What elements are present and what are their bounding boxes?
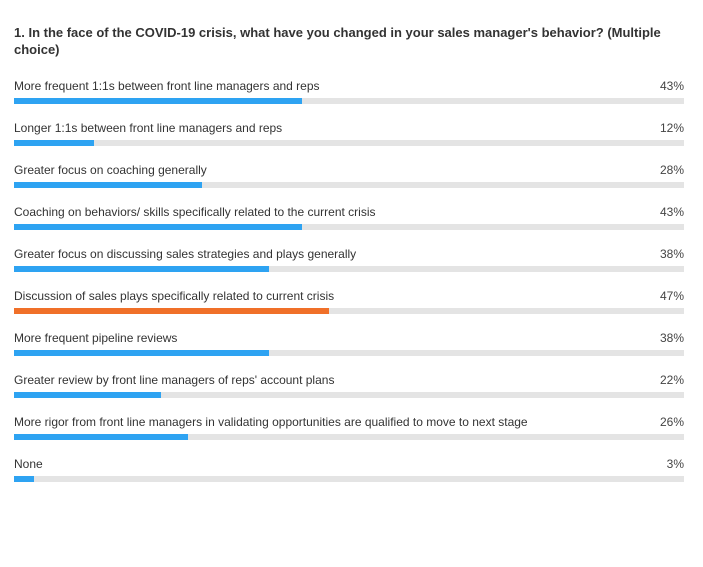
bar-fill <box>14 392 161 398</box>
bar-fill <box>14 308 329 314</box>
answer-label: Coaching on behaviors/ skills specifical… <box>14 205 376 219</box>
answer-row: More frequent 1:1s between front line ma… <box>14 78 684 120</box>
answer-percentage: 12% <box>659 121 684 135</box>
answer-label: Greater focus on coaching generally <box>14 163 207 177</box>
response-bar-chart: More frequent 1:1s between front line ma… <box>14 78 684 498</box>
bar-fill <box>14 476 34 482</box>
answer-percentage: 47% <box>659 289 684 303</box>
question-title: 1. In the face of the COVID-19 crisis, w… <box>14 25 661 57</box>
answer-row: Greater review by front line managers of… <box>14 372 684 414</box>
bar-track <box>14 350 684 356</box>
answer-row: Greater focus on discussing sales strate… <box>14 246 684 288</box>
answer-label: None <box>14 457 43 471</box>
answer-row: Greater focus on coaching generally 28% <box>14 162 684 204</box>
bar-track <box>14 392 684 398</box>
answer-label: Discussion of sales plays specifically r… <box>14 289 335 303</box>
bar-track <box>14 98 684 104</box>
answer-percentage: 28% <box>659 163 684 177</box>
answer-percentage: 43% <box>659 79 684 93</box>
bar-track <box>14 308 684 314</box>
answer-row: Longer 1:1s between front line managers … <box>14 120 684 162</box>
answer-percentage: 38% <box>659 247 684 261</box>
answer-label: More rigor from front line managers in v… <box>14 415 528 429</box>
bar-track <box>14 266 684 272</box>
answer-row: None 3% <box>14 456 684 498</box>
bar-fill <box>14 350 269 356</box>
bar-fill <box>14 98 302 104</box>
bar-fill <box>14 266 269 272</box>
bar-track <box>14 224 684 230</box>
bar-track <box>14 182 684 188</box>
bar-track <box>14 434 684 440</box>
answer-percentage: 38% <box>659 331 684 345</box>
answer-label: Greater review by front line managers of… <box>14 373 335 387</box>
bar-fill <box>14 182 202 188</box>
answer-percentage: 3% <box>666 457 684 471</box>
answer-label: Longer 1:1s between front line managers … <box>14 121 283 135</box>
answer-row: More rigor from front line managers in v… <box>14 414 684 456</box>
answer-percentage: 43% <box>659 205 684 219</box>
answer-percentage: 22% <box>659 373 684 387</box>
bar-fill <box>14 140 94 146</box>
bar-track <box>14 140 684 146</box>
bar-fill <box>14 224 302 230</box>
bar-fill <box>14 434 188 440</box>
answer-label: More frequent pipeline reviews <box>14 331 178 345</box>
answer-row: Coaching on behaviors/ skills specifical… <box>14 204 684 246</box>
answer-label: Greater focus on discussing sales strate… <box>14 247 357 261</box>
answer-label: More frequent 1:1s between front line ma… <box>14 79 320 93</box>
answer-row: Discussion of sales plays specifically r… <box>14 288 684 330</box>
bar-track <box>14 476 684 482</box>
answer-row: More frequent pipeline reviews 38% <box>14 330 684 372</box>
answer-percentage: 26% <box>659 415 684 429</box>
